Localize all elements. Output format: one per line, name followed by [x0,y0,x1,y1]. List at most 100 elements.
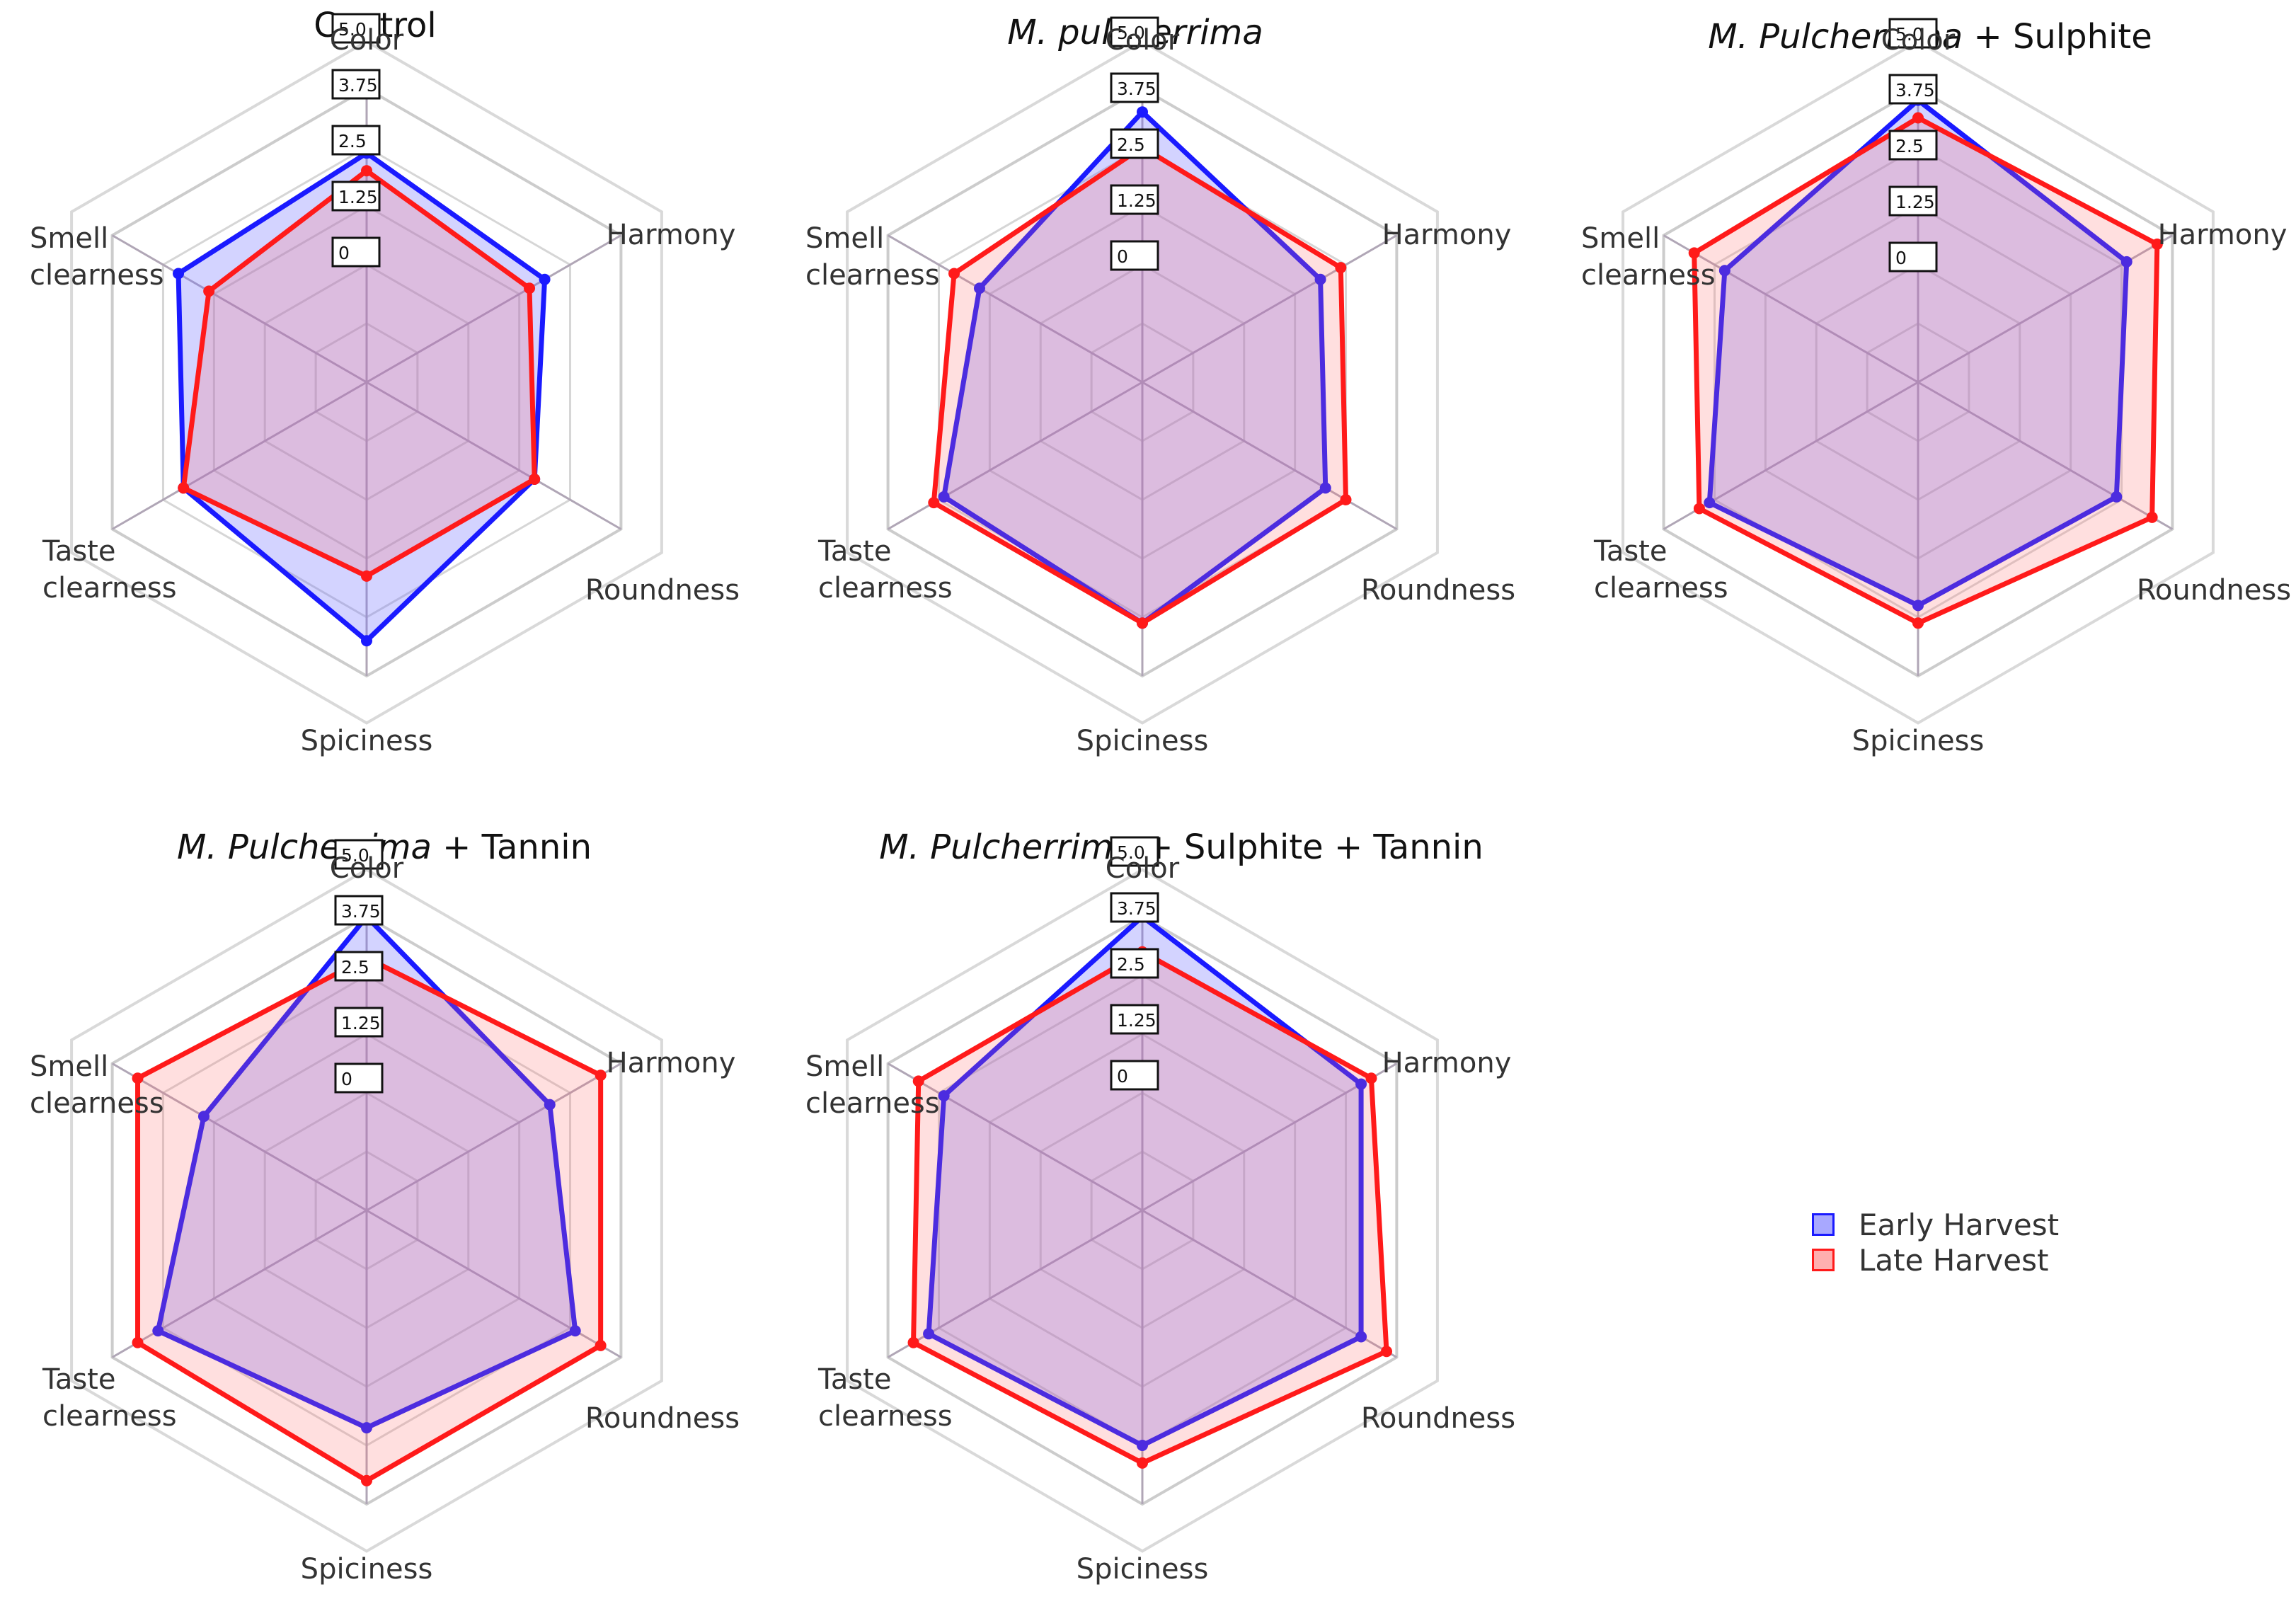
data-point-late-smell-clearness [1688,247,1700,259]
axis-label-line: clearness [805,1087,940,1120]
scale-label: 0 [1888,241,1938,273]
axis-label-spiciness: Spiciness [301,1553,433,1586]
data-point-late-spiciness [1912,617,1924,629]
axis-label-line: Harmony [1382,219,1512,251]
axis-spoke [366,234,622,384]
series-line-late [931,144,1349,626]
scale-label: 2.5 [334,951,384,982]
data-point-early-smell-clearness [197,1111,209,1123]
scale-label-text: 3.75 [1117,79,1156,99]
series-late-harvest [928,142,1352,629]
axis-label-roundness: Roundness [1361,1402,1515,1435]
series-early-harvest [923,911,1367,1451]
axis-label-line: clearness [1581,259,1716,292]
scale-label: 5.0 [331,13,381,44]
scale-label-box [1110,1004,1159,1035]
axis-label-spiciness: Spiciness [1077,1553,1209,1586]
scale-label: 1.25 [1110,184,1159,215]
axis-label-line: Color [330,24,404,57]
scale-label: 5.0 [1110,16,1159,47]
axis-label-line: clearness [818,572,953,604]
axis-label-line: clearness [805,259,940,292]
legend-label-early: Early Harvest [1859,1207,2060,1242]
data-point-early-roundness [2111,491,2123,503]
axis-label-line: Taste [817,535,891,568]
axis-label-color: Color [1106,852,1180,885]
radar-chart-1: Control5.03.752.51.250ColorHarmonyRoundn… [30,6,740,757]
data-point-late-roundness [529,473,541,485]
radar-chart-3: M. Pulcherrima + Sulphite5.03.752.51.250… [1581,17,2291,757]
outer-frame [70,868,663,1553]
scale-label-text: 5.0 [338,19,367,40]
data-point-early-smell-clearness [1718,265,1730,277]
axis-label-taste-clearness: Taste clearness [817,535,953,604]
axis-label-smell-clearness: Smell clearness [805,222,940,292]
data-point-early-taste-clearness [938,491,950,503]
radar-chart-2: M. pulcherrima5.03.752.51.250ColorHarmon… [805,13,1515,757]
scale-label-text: 5.0 [1117,842,1145,863]
scale-label-box [1110,72,1159,103]
axis-label-line: Roundness [1361,574,1515,607]
axis-label-line: Color [1881,24,1956,57]
scale-label-box [334,1007,384,1038]
scale-label-text: 5.0 [341,845,369,866]
data-point-late-harmony [595,1070,607,1082]
axis-label-line: clearness [30,259,164,292]
data-point-early-smell-clearness [938,1090,950,1102]
axis-label-taste-clearness: Taste clearness [817,1363,953,1433]
scale-label-text: 3.75 [341,901,381,922]
axis-spoke [1142,234,1398,384]
scale-label-text: 5.0 [1895,24,1924,45]
data-point-early-spiciness [1912,600,1924,612]
axis-label-harmony: Harmony [2158,219,2288,251]
axis-label-line: Roundness [585,574,740,607]
scale-label-box [331,13,381,44]
data-point-early-roundness [1319,482,1331,494]
data-point-late-color [1912,112,1924,124]
data-point-early-harmony [539,273,551,285]
data-point-early-harmony [2120,256,2133,268]
series-late-harvest [1688,112,2163,629]
axis-label-line: Spiciness [1852,725,1985,757]
data-point-late-harmony [1365,1072,1377,1084]
axis-spoke [1917,381,2174,530]
axis-label-spiciness: Spiciness [1077,725,1209,757]
chart-title-text: + Tannin [432,827,592,867]
chart-title-italic: M. Pulcherrima [177,827,432,867]
axis-label-line: Smell [805,1050,884,1083]
axis-spoke [366,1062,622,1212]
axis-label-line: clearness [42,572,177,604]
scale-label-box [1110,184,1159,215]
scale-label-box [334,951,384,982]
outer-frame [1621,40,2215,725]
data-point-late-smell-clearness [132,1072,144,1084]
scale-label-box [1888,18,1938,49]
axis-label-harmony: Harmony [607,219,736,251]
axis-label-line: Spiciness [1077,1553,1209,1586]
axis-label-line: Taste [1593,535,1667,568]
axis-spoke [1142,381,1398,530]
data-point-late-taste-clearness [132,1336,144,1348]
axis-label-line: Smell [805,222,884,255]
data-point-late-harmony [1335,262,1347,274]
scale-label: 0 [1110,1060,1159,1091]
series-late-harvest [178,165,541,582]
data-point-early-spiciness [361,635,372,647]
radar-chart-4: M. Pulcherrima + Tannin5.03.752.51.250Co… [30,827,740,1586]
axis-label-line: Taste [817,1363,891,1396]
data-point-late-smell-clearness [948,268,960,280]
axis-label-roundness: Roundness [585,1402,740,1435]
scale-label-box [331,236,381,268]
scale-label: 0 [331,236,381,268]
scale-label-box [331,125,381,156]
axis-spoke [887,1062,1143,1212]
axis-label-line: clearness [818,1400,953,1433]
axis-label-taste-clearness: Taste clearness [42,1363,177,1433]
axis-label-color: Color [330,852,404,885]
legend-item-late: Late Harvest [1812,1242,2059,1278]
axis-spoke [1663,234,1919,384]
data-point-late-spiciness [1137,617,1148,629]
scale-label-text: 0 [1117,246,1128,267]
axis-label-line: Roundness [2137,574,2291,607]
